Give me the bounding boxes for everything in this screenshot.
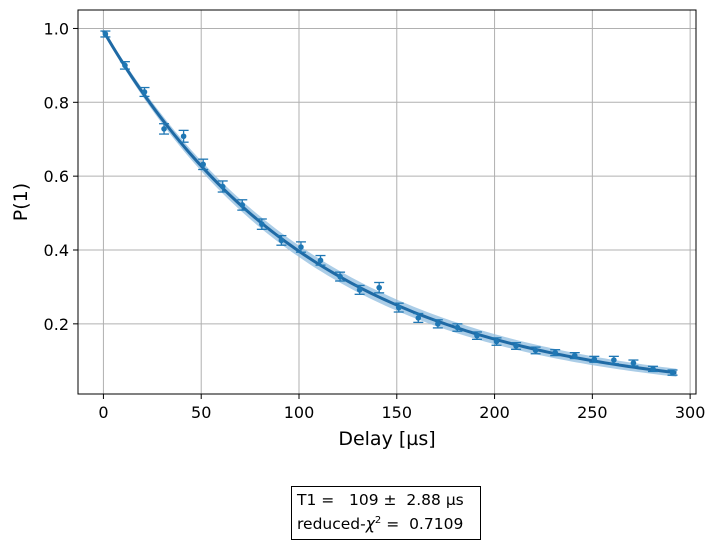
x-tick-label: 250 — [577, 403, 608, 422]
fit-uncertainty-band — [103, 28, 677, 377]
data-point-group — [159, 123, 170, 135]
data-point — [102, 31, 109, 37]
data-point — [376, 284, 382, 291]
data-point — [513, 343, 519, 349]
fit-chi2-line: reduced-χ2 = 0.7109 — [297, 512, 480, 536]
data-point — [219, 183, 226, 190]
data-point — [571, 352, 578, 359]
data-point-group — [276, 234, 287, 246]
data-point — [532, 347, 539, 354]
x-axis-ticks: 0 50 100 150 200 250 300 — [98, 394, 705, 422]
data-point — [259, 221, 265, 227]
fit-band — [103, 28, 677, 377]
data-point-group — [354, 284, 365, 295]
data-point-group — [413, 312, 424, 324]
data-point — [669, 369, 676, 376]
data-point — [141, 89, 148, 95]
data-point-group — [608, 355, 619, 365]
x-tick-label: 50 — [191, 403, 211, 422]
data-point — [317, 257, 324, 264]
data-point-group — [119, 61, 130, 70]
chi-symbol: χ — [365, 515, 375, 533]
plot-frame — [77, 9, 697, 395]
data-point — [650, 366, 656, 372]
data-point-group — [217, 180, 228, 193]
chi2-prefix: reduced- — [297, 515, 366, 533]
x-tick-label: 150 — [382, 403, 413, 422]
y-tick-label: 0.6 — [44, 167, 69, 186]
data-point — [415, 315, 422, 321]
data-point-group — [374, 281, 385, 294]
data-point-group — [100, 30, 111, 38]
data-point — [356, 287, 363, 293]
data-point-group — [432, 319, 443, 329]
data-point-group — [667, 369, 678, 376]
data-point — [298, 244, 304, 250]
data-point — [454, 324, 461, 331]
data-point-group — [178, 129, 189, 143]
data-point — [474, 332, 480, 339]
data-point — [239, 202, 246, 208]
data-point-group — [237, 199, 248, 211]
x-tick-label: 100 — [284, 403, 315, 422]
data-point — [552, 349, 558, 356]
data-point-group — [198, 158, 209, 171]
data-point — [161, 126, 167, 132]
y-axis-ticks: 0.2 0.4 0.6 0.8 1.0 — [44, 19, 78, 334]
data-point-group — [335, 271, 346, 282]
data-point — [493, 338, 500, 345]
data-points — [100, 30, 678, 376]
data-point-group — [315, 254, 326, 266]
data-point — [591, 356, 598, 363]
fit-line — [102, 30, 677, 375]
data-point — [337, 273, 343, 280]
data-point-group — [589, 355, 600, 363]
data-point-group — [393, 302, 404, 313]
chi-exponent: 2 — [374, 514, 382, 526]
y-tick-label: 0.4 — [44, 241, 69, 260]
x-axis-label: Delay [µs] — [338, 428, 435, 450]
fit-curve — [102, 30, 677, 375]
data-point-group — [569, 351, 580, 360]
x-tick-label: 0 — [98, 403, 108, 422]
fit-result-box: T1 = 109 ± 2.88 µs reduced-χ2 = 0.7109 — [291, 486, 481, 540]
data-point-group — [530, 346, 541, 355]
y-tick-label: 0.8 — [44, 93, 69, 112]
data-point — [278, 237, 285, 244]
data-point — [200, 161, 206, 168]
data-point-group — [511, 342, 522, 350]
fit-t1-line: T1 = 109 ± 2.88 µs — [297, 491, 464, 509]
data-point-group — [256, 218, 267, 230]
data-point — [630, 360, 637, 366]
chi2-value: = 0.7109 — [381, 515, 464, 533]
data-point-group — [295, 241, 306, 253]
grid — [78, 10, 696, 394]
y-tick-label: 0.2 — [44, 315, 69, 334]
data-point-group — [628, 359, 639, 367]
data-point-group — [491, 337, 502, 346]
plot-area — [78, 10, 696, 394]
x-tick-label: 300 — [675, 403, 706, 422]
y-tick-label: 1.0 — [44, 19, 69, 38]
data-point-group — [471, 331, 482, 341]
data-point — [435, 321, 441, 327]
data-point-group — [452, 323, 463, 332]
data-point — [611, 357, 617, 363]
data-point — [122, 62, 128, 69]
data-point-group — [647, 365, 658, 373]
data-point — [180, 133, 187, 140]
data-point-group — [139, 86, 150, 98]
data-point-group — [550, 349, 561, 357]
x-tick-label: 200 — [479, 403, 510, 422]
y-axis-label: P(1) — [10, 183, 32, 221]
data-point — [395, 304, 402, 311]
